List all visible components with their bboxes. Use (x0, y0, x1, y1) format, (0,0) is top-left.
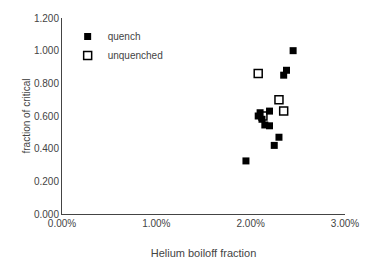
svg-text:Helium boiloff fraction: Helium boiloff fraction (151, 247, 257, 259)
svg-text:0.200: 0.200 (34, 176, 59, 187)
svg-text:quench: quench (108, 31, 141, 42)
svg-text:0.000: 0.000 (34, 209, 59, 220)
svg-text:0.600: 0.600 (34, 111, 59, 122)
svg-text:fraction of critical: fraction of critical (21, 78, 32, 153)
svg-text:1.200: 1.200 (34, 13, 59, 24)
svg-text:1.00%: 1.00% (142, 218, 170, 229)
svg-text:unquenched: unquenched (108, 50, 163, 61)
svg-text:3.00%: 3.00% (331, 218, 359, 229)
svg-text:0.800: 0.800 (34, 78, 59, 89)
svg-text:0.00%: 0.00% (48, 218, 76, 229)
svg-text:0.400: 0.400 (34, 143, 59, 154)
svg-text:2.00%: 2.00% (236, 218, 264, 229)
svg-text:1.000: 1.000 (34, 45, 59, 56)
